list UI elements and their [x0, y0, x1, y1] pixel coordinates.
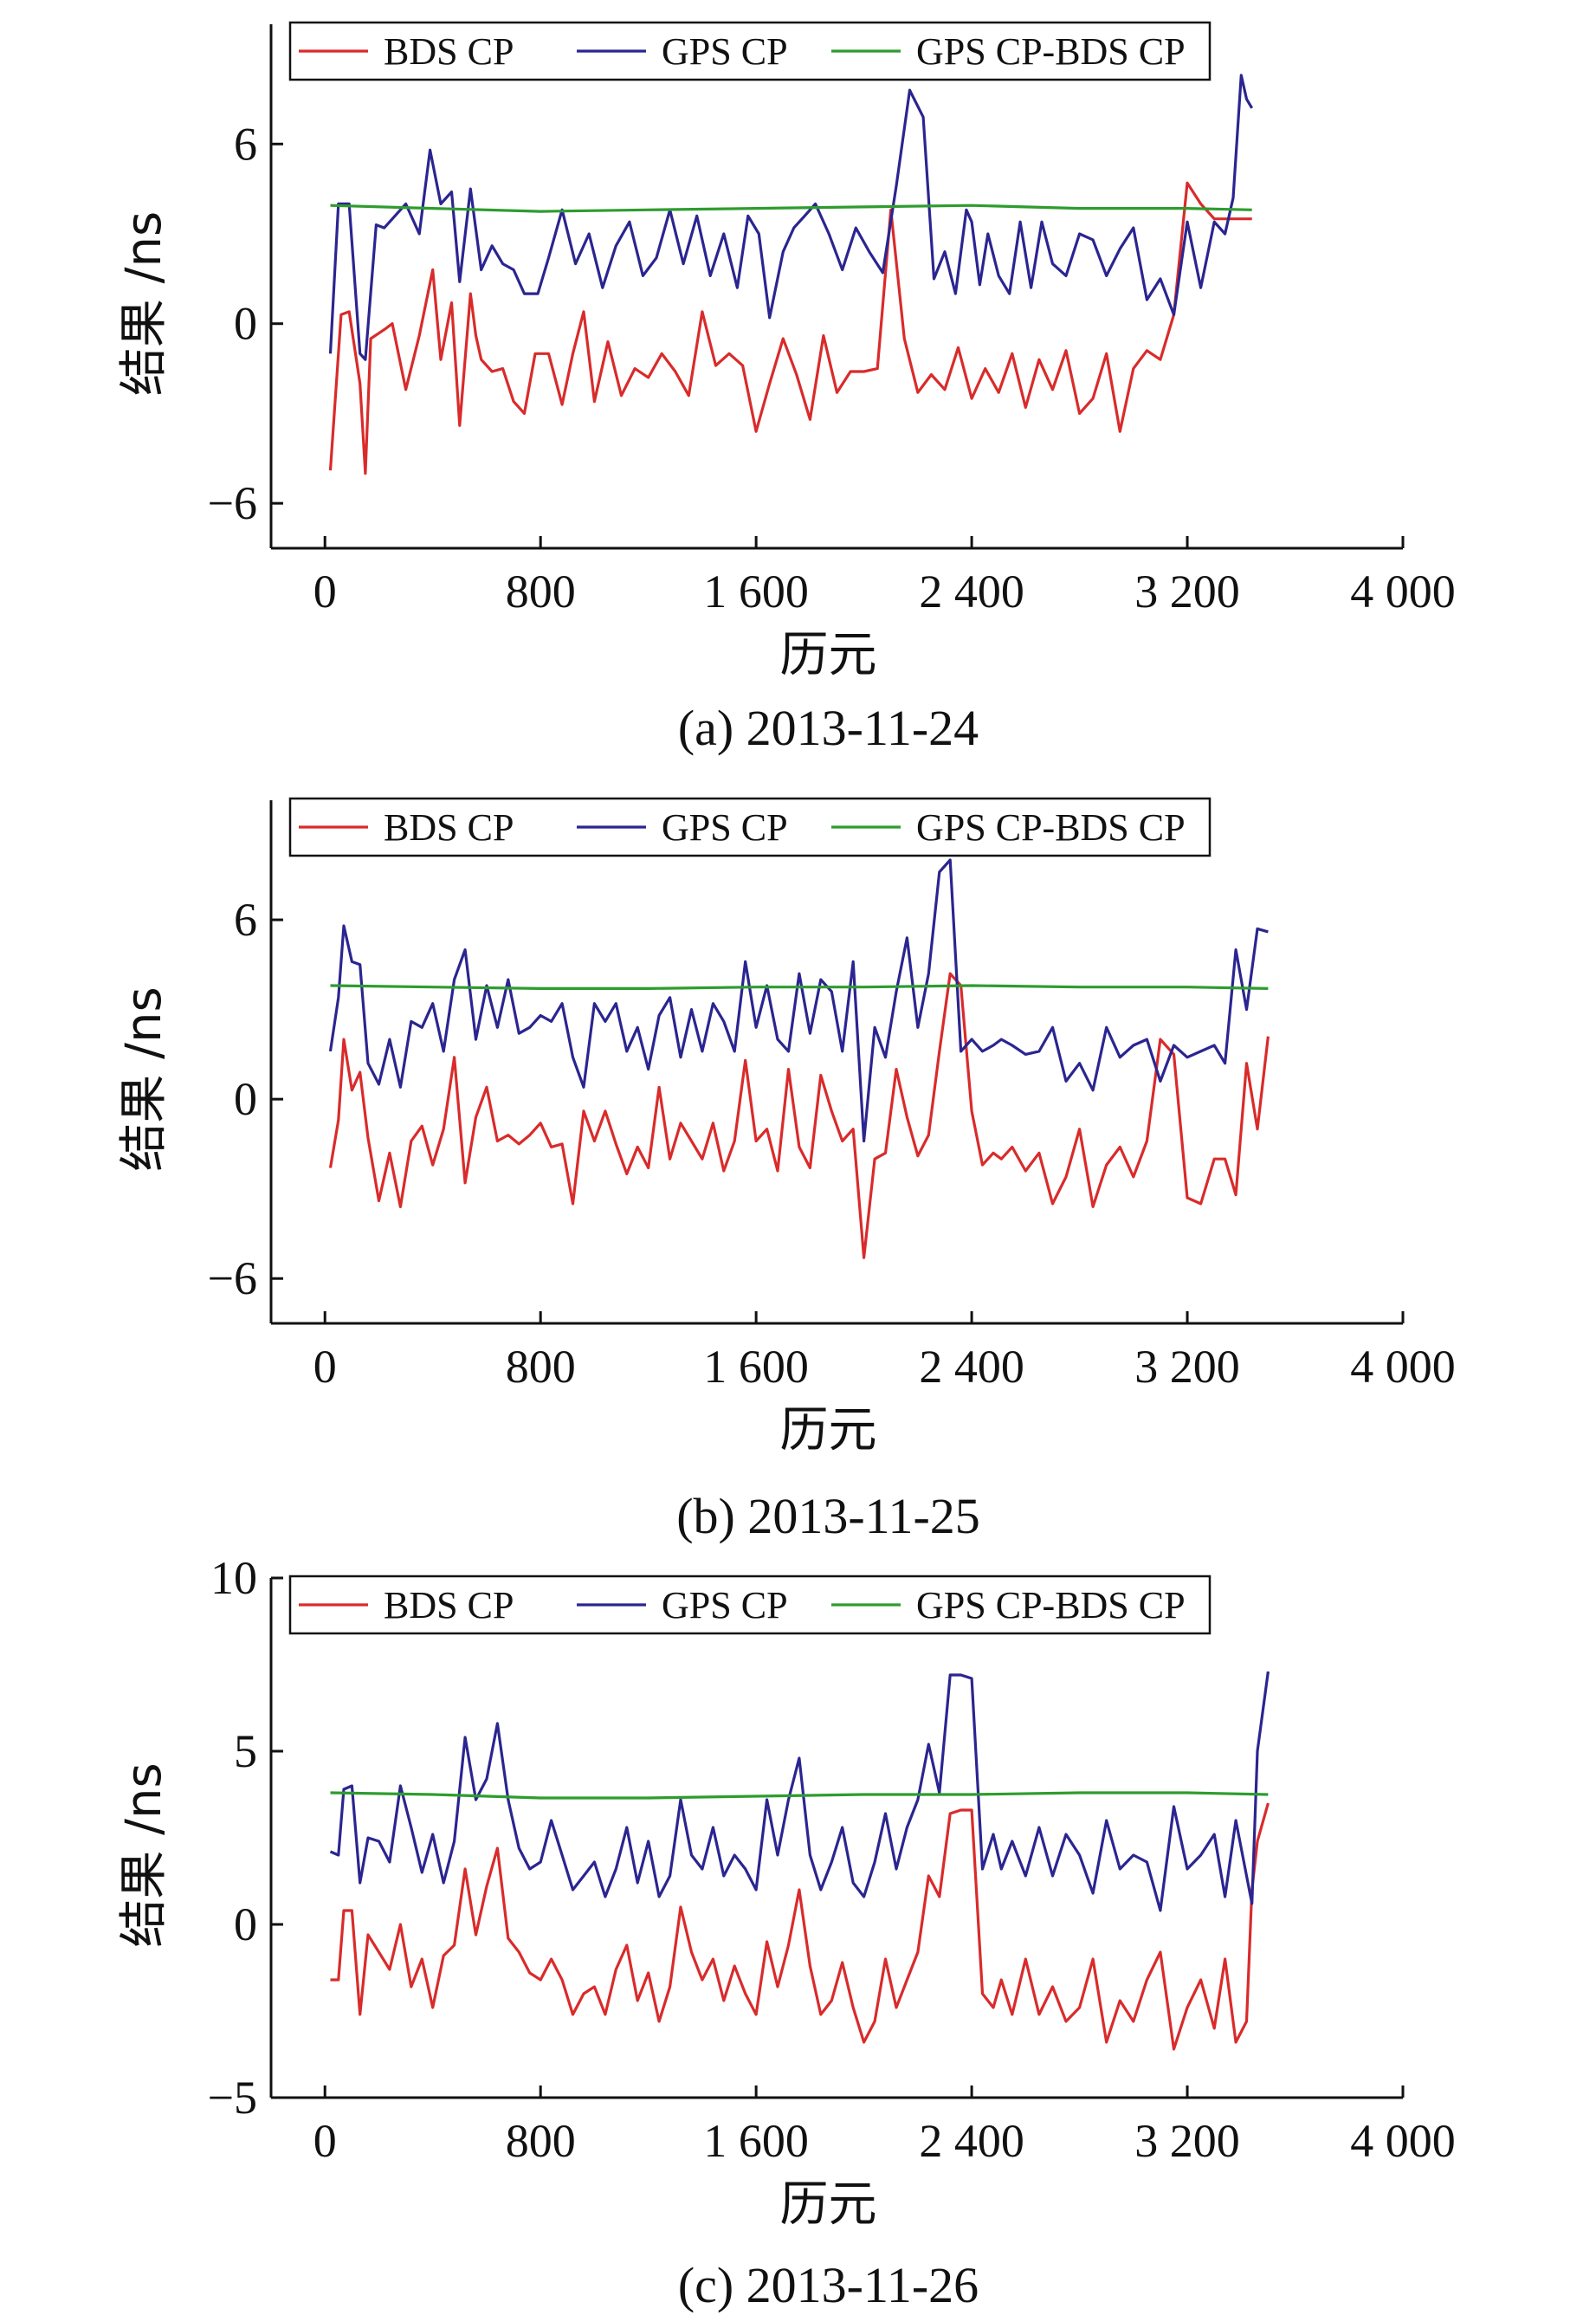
y-tick-label: −6 [208, 1252, 257, 1304]
x-tick-label: 0 [313, 2115, 337, 2167]
legend-label: GPS CP [662, 1584, 788, 1626]
y-tick-label: 6 [234, 894, 257, 946]
panel-caption: (a) 2013-11-24 [678, 700, 979, 756]
legend-label: BDS CP [384, 30, 514, 73]
y-tick-label: 5 [234, 1725, 257, 1777]
x-tick-label: 2 400 [919, 2115, 1024, 2167]
series-line-bds [328, 181, 1252, 475]
series-line-gps [329, 1671, 1270, 1912]
x-axis-label: 历元 [780, 627, 877, 683]
x-tick-label: 2 400 [919, 566, 1024, 618]
y-tick-label: 0 [234, 298, 257, 350]
x-tick-label: 4 000 [1350, 1341, 1456, 1393]
y-tick-label: −6 [208, 477, 257, 529]
x-tick-label: 0 [313, 1341, 337, 1393]
y-tick-label: 0 [234, 1073, 257, 1125]
legend-box [288, 21, 1212, 81]
x-tick-label: 1 600 [703, 2115, 809, 2167]
legend-label: BDS CP [384, 806, 514, 849]
legend-label: GPS CP [662, 30, 788, 73]
series-line-gps [328, 74, 1254, 361]
legend-box [288, 797, 1212, 857]
x-axis-label: 历元 [780, 1402, 877, 1458]
y-tick-label: 6 [234, 118, 257, 170]
y-axis-label: 结果 /ns [116, 986, 172, 1171]
x-tick-label: 3 200 [1134, 2115, 1240, 2167]
series-line-bds [328, 972, 1270, 1259]
x-tick-label: 1 600 [703, 1341, 809, 1393]
x-tick-label: 3 200 [1134, 1341, 1240, 1393]
series-line-diff [330, 1791, 1269, 1800]
chart-panel-2: 0 800 1 600 2 400 3 200 4 000 −6 0 6 历元 结果 /ns BDS … [116, 797, 1456, 1544]
series-line-diff [330, 984, 1269, 991]
y-axis-label: 结果 /ns [116, 1762, 172, 1947]
x-tick-label: 800 [506, 566, 576, 618]
legend-label: GPS CP-BDS CP [916, 806, 1186, 849]
legend-label: GPS CP-BDS CP [916, 30, 1186, 73]
x-tick-label: 4 000 [1350, 566, 1456, 618]
chart-panel-3: 0 800 1 600 2 400 3 200 4 000 −5 0 5 10 历元 结果 /ns BD… [116, 1552, 1456, 2313]
x-tick-label: 800 [506, 2115, 576, 2167]
y-tick-label: 10 [210, 1552, 257, 1604]
panel-caption: (b) 2013-11-25 [676, 1488, 980, 1544]
panel-caption: (c) 2013-11-26 [678, 2257, 979, 2313]
x-tick-label: 800 [506, 1341, 576, 1393]
legend-label: GPS CP-BDS CP [916, 1584, 1186, 1626]
legend-label: GPS CP [662, 806, 788, 849]
series-line-gps [328, 858, 1269, 1143]
x-tick-label: 0 [313, 566, 337, 618]
series-line-bds [330, 1802, 1270, 2051]
chart-panel-1: 0 800 1 600 2 400 3 200 4 000 −6 0 6 历元 结果 /ns BDS … [116, 21, 1456, 756]
y-axis-label: 结果 /ns [116, 211, 172, 396]
x-tick-label: 1 600 [703, 566, 809, 618]
y-tick-label: 0 [234, 1898, 257, 1950]
series-line-diff [330, 204, 1252, 213]
x-tick-label: 3 200 [1134, 566, 1240, 618]
y-tick-label: −5 [208, 2072, 257, 2124]
x-tick-label: 4 000 [1350, 2115, 1456, 2167]
legend-box [288, 1575, 1212, 1635]
x-axis-label: 历元 [780, 2176, 877, 2233]
legend-label: BDS CP [384, 1584, 514, 1626]
x-tick-label: 2 400 [919, 1341, 1024, 1393]
